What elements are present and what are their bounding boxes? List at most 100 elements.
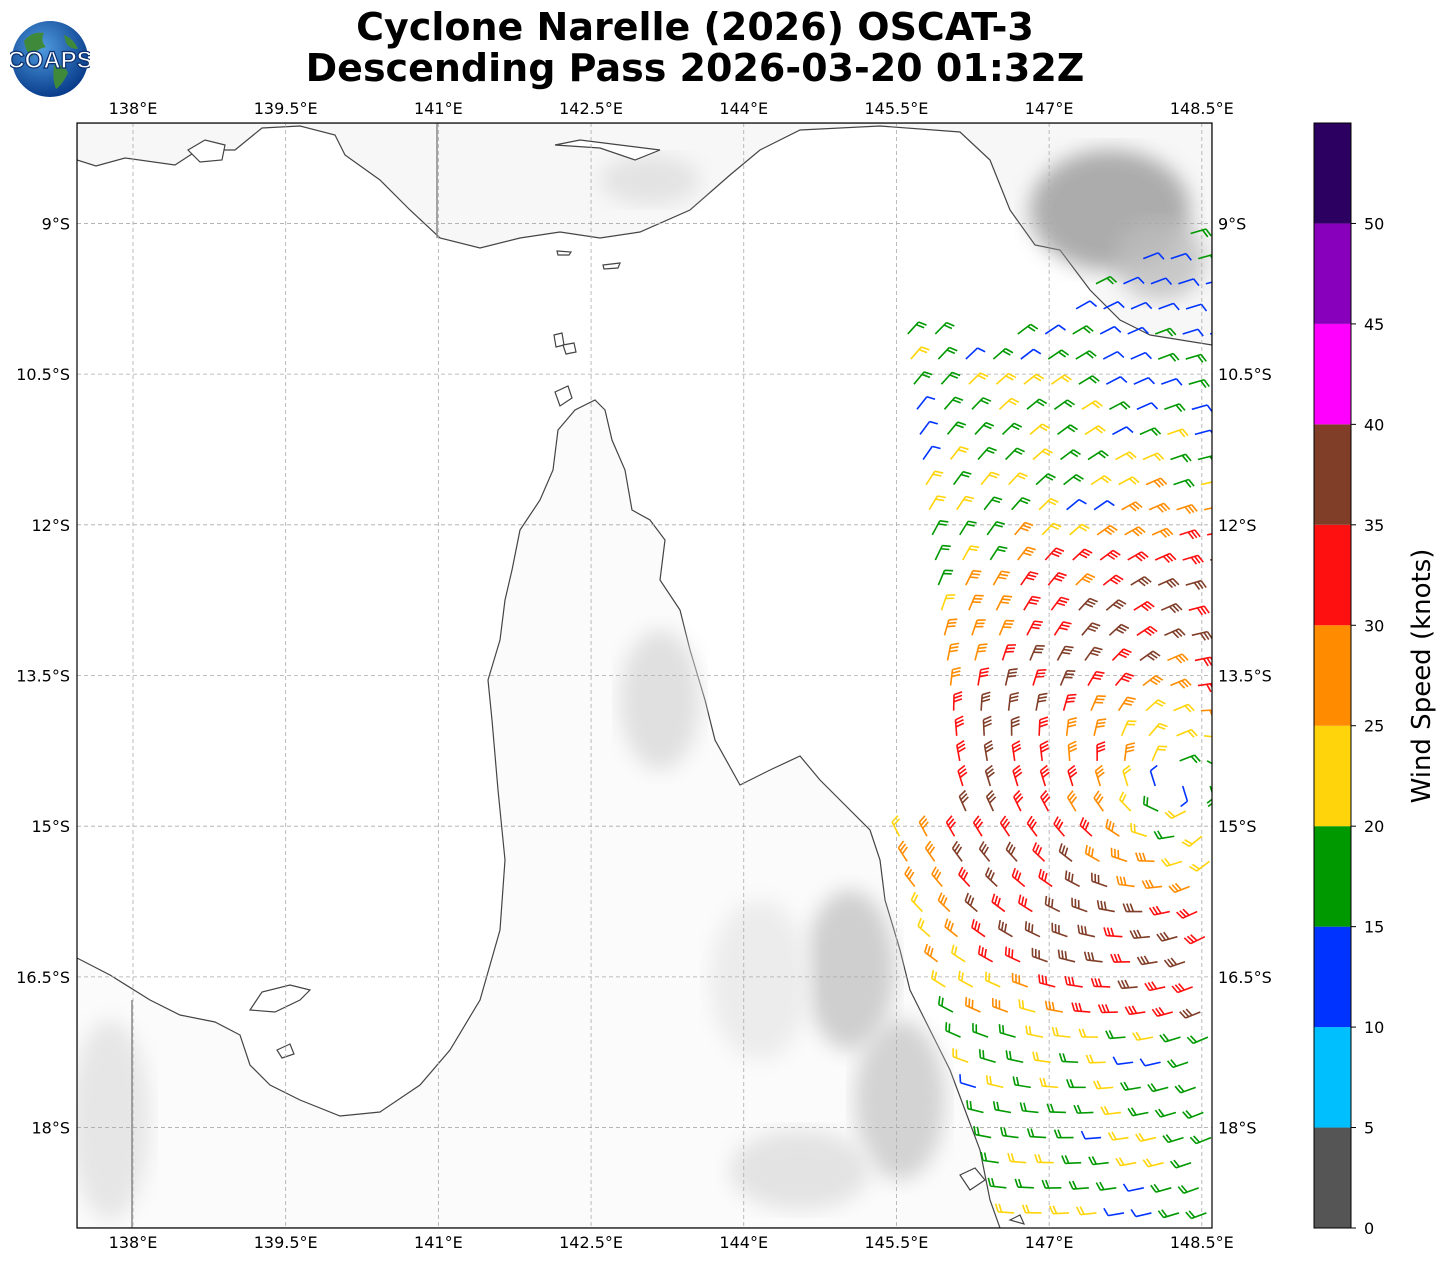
- wind-barb: [1096, 741, 1106, 761]
- wind-barb: [922, 445, 941, 460]
- lat-tick-label-left: 15°S: [31, 817, 70, 836]
- lon-tick-label-top: 138°E: [109, 99, 158, 118]
- wind-barb: [1168, 882, 1190, 894]
- axis-tick-labels: 138°E 138°E 139.5°E 139.5°E 141°E 141°E 142.5°…: [16, 99, 1272, 1252]
- colorbar-tick-label: 20: [1364, 817, 1384, 836]
- wind-barb: [931, 866, 943, 887]
- wind-barb: [1099, 325, 1122, 335]
- wind-barb: [1185, 353, 1207, 363]
- wind-barb: [1012, 1076, 1031, 1089]
- lon-tick-label-top: 147°E: [1025, 99, 1074, 118]
- wind-barb: [952, 691, 963, 711]
- wind-barb: [1038, 974, 1056, 988]
- wind-barb: [1031, 947, 1048, 963]
- wind-barb: [940, 594, 956, 611]
- wind-barb: [1149, 764, 1158, 787]
- wind-barb: [1072, 548, 1093, 561]
- lon-tick-label-top: 144°E: [719, 99, 768, 118]
- wind-barb: [984, 971, 1001, 988]
- wind-barb: [978, 1049, 996, 1064]
- wind-barb: [1203, 734, 1212, 738]
- lon-tick-label-bottom: 142.5°E: [559, 1233, 623, 1252]
- wind-barb: [937, 892, 951, 913]
- lon-tick-label-bottom: 139.5°E: [254, 1233, 318, 1252]
- wind-barb: [1090, 977, 1111, 988]
- wind-barb: [1160, 603, 1183, 614]
- wind-barb: [1026, 1128, 1047, 1139]
- wind-barb: [1065, 717, 1077, 736]
- wind-barb: [1108, 623, 1130, 636]
- wind-barb: [918, 815, 929, 837]
- wind-barb: [966, 1100, 984, 1114]
- wind-barb: [1130, 351, 1152, 360]
- wind-barb: [919, 420, 939, 435]
- wind-barb: [965, 996, 981, 1013]
- wind-barb: [1084, 646, 1103, 661]
- wind-barb: [1124, 526, 1146, 537]
- wind-barb: [952, 1048, 969, 1064]
- wind-barb: [1136, 955, 1158, 966]
- wind-barb: [1116, 875, 1135, 888]
- wind-barb: [998, 1024, 1016, 1038]
- wind-barb: [984, 764, 995, 787]
- wind-barb: [945, 1022, 961, 1038]
- wind-barb: [978, 841, 991, 862]
- wind-barb: [972, 1023, 989, 1038]
- lon-tick-label-top: 145.5°E: [864, 99, 928, 118]
- wind-barb: [971, 619, 986, 636]
- wind-barb: [1077, 924, 1096, 938]
- wind-barb: [1088, 1156, 1109, 1166]
- wind-barb: [992, 1101, 1012, 1114]
- wind-barb: [1189, 860, 1210, 872]
- wind-barb: [944, 918, 959, 938]
- colorbar-tick-label: 35: [1364, 516, 1384, 535]
- wind-barb: [1019, 1102, 1039, 1114]
- wind-barb: [991, 998, 1009, 1013]
- wind-barb: [937, 569, 954, 586]
- lon-tick-label-bottom: 138°E: [109, 1233, 158, 1252]
- wind-barb: [1209, 332, 1212, 335]
- lat-tick-label-left: 12°S: [31, 516, 70, 535]
- wind-barb: [1026, 620, 1043, 636]
- wind-barb: [1119, 1081, 1141, 1091]
- wind-barb: [1154, 552, 1177, 564]
- wind-barb: [956, 495, 975, 511]
- wind-barb: [1110, 953, 1131, 963]
- wind-barb: [1087, 450, 1109, 461]
- wind-barb: [1047, 572, 1067, 586]
- wind-barb: [1085, 1054, 1106, 1064]
- wind-barb: [897, 840, 909, 862]
- wind-barb: [984, 867, 998, 888]
- wind-barb: [1032, 842, 1046, 862]
- wind-barb: [977, 667, 990, 686]
- wind-barb: [974, 643, 988, 661]
- wind-barb: [1142, 252, 1165, 260]
- wind-barb: [951, 840, 963, 862]
- wind-barb: [982, 715, 992, 736]
- colorbar-ticks: 0 5 10 15 20 25 30 35 40 45 50: [1351, 214, 1384, 1238]
- wind-barb: [1032, 1051, 1051, 1064]
- wind-barbs: [891, 228, 1212, 1220]
- wind-barb: [1035, 692, 1048, 711]
- wind-barb: [1084, 844, 1100, 863]
- wind-barb: [1047, 349, 1069, 360]
- wind-barb: [956, 740, 966, 762]
- wind-barb: [1017, 546, 1036, 561]
- wind-barb: [1127, 551, 1149, 562]
- wind-barb: [1142, 795, 1159, 812]
- wind-barb: [1173, 478, 1195, 488]
- wind-barb: [1142, 675, 1164, 687]
- wind-barb: [1038, 868, 1053, 888]
- wind-barb: [1044, 324, 1066, 335]
- colorbar-bin: [1314, 223, 1351, 324]
- wind-barb: [1105, 818, 1120, 837]
- wind-barb: [907, 321, 927, 335]
- island: [556, 250, 573, 256]
- wind-barb: [1118, 476, 1140, 486]
- wind-barb: [1072, 325, 1094, 335]
- wind-barb: [1159, 1033, 1181, 1043]
- wind-barb: [949, 446, 969, 461]
- wind-barb: [1157, 352, 1180, 362]
- lon-tick-label-top: 139.5°E: [254, 99, 318, 118]
- colorbar-bin: [1314, 826, 1351, 927]
